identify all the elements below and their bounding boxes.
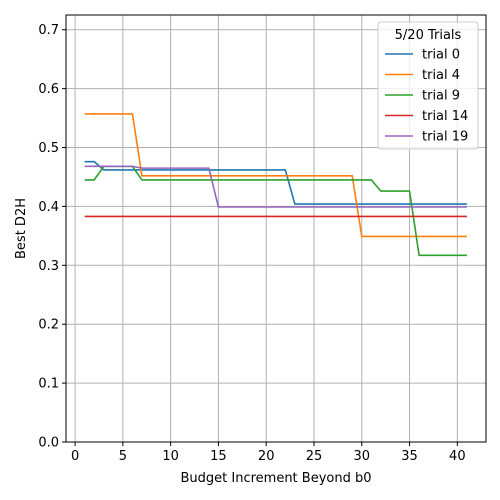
axis-ticks: 0 5 10 15 20 25 30 35 40 0.0 0.1 0.2 0.3 0.4 0.5 0.6 0.7	[38, 23, 465, 464]
x-tick-label: 15	[210, 449, 227, 464]
x-tick-label: 35	[401, 449, 418, 464]
legend-label: trial 9	[422, 89, 460, 104]
series-lines	[84, 113, 467, 257]
plot-frame	[65, 14, 487, 443]
series-line-trial-9	[84, 165, 467, 257]
legend-items: trial 0 trial 4 trial 9 trial 14 trial 19	[385, 48, 468, 145]
y-tick-label: 0.4	[38, 200, 59, 215]
x-tick-label: 30	[353, 449, 370, 464]
legend-label: trial 4	[422, 68, 460, 83]
series-line-trial-4	[84, 113, 467, 238]
x-tick-label: 5	[119, 449, 127, 464]
legend-title: 5/20 Trials	[395, 28, 462, 43]
series-line-trial-19	[84, 165, 467, 208]
legend-label: trial 14	[422, 109, 468, 124]
y-tick-label: 0.0	[38, 436, 59, 451]
x-tick-label: 40	[449, 449, 466, 464]
y-tick-label: 0.6	[38, 82, 59, 97]
x-axis-label: Budget Increment Beyond b0	[180, 471, 371, 486]
y-tick-label: 0.7	[38, 23, 59, 38]
y-tick-label: 0.5	[38, 141, 59, 156]
series-line-trial-0	[84, 160, 467, 205]
y-axis-label: Best D2H	[14, 198, 29, 259]
legend-label: trial 0	[422, 48, 460, 63]
y-tick-label: 0.3	[38, 259, 59, 274]
y-tick-label: 0.2	[38, 318, 59, 333]
x-tick-label: 0	[71, 449, 79, 464]
x-tick-label: 25	[306, 449, 323, 464]
legend-label: trial 19	[422, 130, 468, 145]
x-tick-label: 10	[162, 449, 179, 464]
x-tick-label: 20	[258, 449, 275, 464]
legend: 5/20 Trials trial 0 trial 4 trial 9 trial 1…	[377, 21, 479, 150]
y-tick-label: 0.1	[38, 377, 59, 392]
